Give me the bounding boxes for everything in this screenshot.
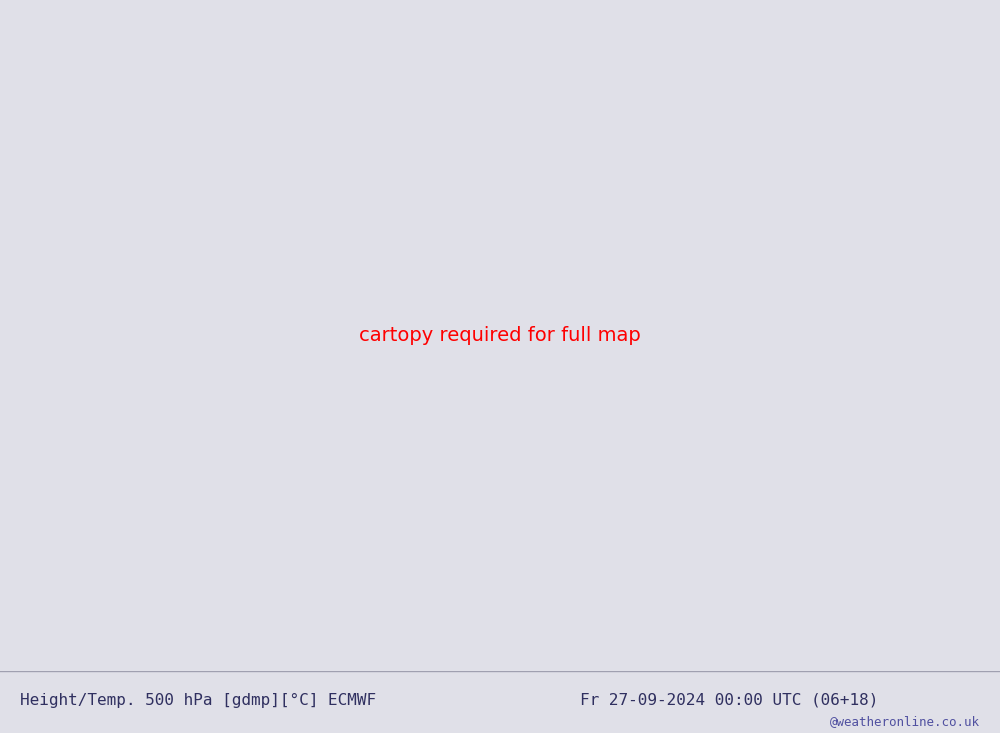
Text: Height/Temp. 500 hPa [gdmp][°C] ECMWF: Height/Temp. 500 hPa [gdmp][°C] ECMWF xyxy=(20,693,376,707)
Text: @weatheronline.co.uk: @weatheronline.co.uk xyxy=(830,715,980,728)
Text: Fr 27-09-2024 00:00 UTC (06+18): Fr 27-09-2024 00:00 UTC (06+18) xyxy=(580,693,878,707)
Text: cartopy required for full map: cartopy required for full map xyxy=(359,326,641,345)
